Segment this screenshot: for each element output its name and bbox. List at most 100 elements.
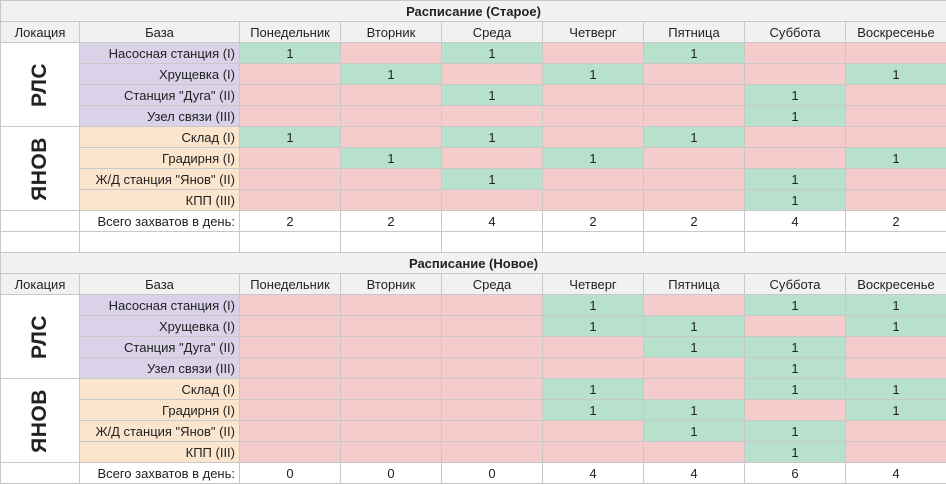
total-cell[interactable]: 2	[239, 210, 341, 232]
header-day[interactable]: Пятница	[643, 21, 745, 43]
header-day[interactable]: Суббота	[744, 21, 846, 43]
schedule-cell[interactable]	[744, 315, 846, 337]
header-base[interactable]: База	[79, 21, 240, 43]
schedule-cell[interactable]	[340, 42, 442, 64]
schedule-title[interactable]: Расписание (Старое)	[0, 0, 946, 22]
schedule-cell[interactable]	[441, 420, 543, 442]
empty-cell[interactable]	[340, 231, 442, 253]
schedule-cell[interactable]: 1	[845, 315, 946, 337]
base-name-cell[interactable]: Хрущевка (I)	[79, 315, 240, 337]
schedule-cell[interactable]	[239, 315, 341, 337]
schedule-cell[interactable]	[844, 189, 946, 211]
total-cell[interactable]: 0	[340, 462, 442, 484]
empty-cell[interactable]	[643, 231, 745, 253]
schedule-cell[interactable]	[542, 105, 644, 127]
schedule-cell[interactable]: 1	[441, 126, 543, 148]
header-day[interactable]: Среда	[441, 273, 543, 295]
schedule-cell[interactable]	[542, 441, 644, 463]
schedule-cell[interactable]	[239, 294, 341, 316]
total-cell[interactable]: 0	[441, 462, 543, 484]
schedule-cell[interactable]	[239, 399, 341, 421]
schedule-cell[interactable]: 1	[744, 189, 846, 211]
base-name-cell[interactable]: Градирня (I)	[79, 147, 240, 169]
schedule-cell[interactable]	[844, 168, 946, 190]
header-day[interactable]: Четверг	[542, 273, 644, 295]
schedule-cell[interactable]	[542, 42, 644, 64]
schedule-cell[interactable]	[340, 399, 442, 421]
base-name-cell[interactable]: Градирня (I)	[79, 399, 240, 421]
schedule-cell[interactable]	[643, 168, 745, 190]
schedule-cell[interactable]: 1	[643, 336, 745, 358]
schedule-cell[interactable]: 1	[542, 147, 644, 169]
total-cell[interactable]: 4	[744, 210, 846, 232]
schedule-cell[interactable]: 1	[845, 378, 946, 400]
schedule-cell[interactable]: 1	[845, 399, 946, 421]
schedule-cell[interactable]	[340, 126, 442, 148]
schedule-cell[interactable]	[542, 126, 644, 148]
header-day[interactable]: Понедельник	[239, 21, 341, 43]
base-name-cell[interactable]: Узел связи (III)	[79, 105, 240, 127]
schedule-title[interactable]: Расписание (Новое)	[0, 252, 946, 274]
schedule-cell[interactable]	[239, 105, 341, 127]
schedule-cell[interactable]	[239, 189, 341, 211]
schedule-cell[interactable]: 1	[744, 84, 846, 106]
empty-cell[interactable]	[744, 231, 846, 253]
schedule-cell[interactable]	[239, 336, 341, 358]
schedule-cell[interactable]	[239, 378, 341, 400]
schedule-cell[interactable]	[844, 126, 946, 148]
schedule-cell[interactable]: 1	[744, 441, 846, 463]
schedule-cell[interactable]	[340, 378, 442, 400]
schedule-cell[interactable]	[643, 84, 745, 106]
schedule-cell[interactable]: 1	[744, 378, 846, 400]
empty-cell[interactable]	[0, 210, 80, 232]
schedule-cell[interactable]: 1	[340, 63, 442, 85]
total-cell[interactable]: 2	[643, 210, 745, 232]
schedule-cell[interactable]	[744, 42, 846, 64]
total-cell[interactable]: 6	[744, 462, 846, 484]
schedule-cell[interactable]: 1	[643, 420, 745, 442]
schedule-cell[interactable]	[643, 441, 745, 463]
schedule-cell[interactable]	[441, 441, 543, 463]
schedule-cell[interactable]	[239, 63, 341, 85]
schedule-cell[interactable]: 1	[845, 294, 946, 316]
schedule-cell[interactable]: 1	[744, 105, 846, 127]
schedule-cell[interactable]: 1	[744, 336, 846, 358]
schedule-cell[interactable]: 1	[441, 168, 543, 190]
location-cell[interactable]: РЛС	[0, 294, 80, 379]
empty-cell[interactable]	[845, 231, 946, 253]
empty-cell[interactable]	[0, 462, 80, 484]
total-cell[interactable]: 2	[542, 210, 644, 232]
schedule-cell[interactable]	[340, 189, 442, 211]
header-day[interactable]: Среда	[441, 21, 543, 43]
schedule-cell[interactable]	[340, 420, 442, 442]
base-name-cell[interactable]: Склад (I)	[79, 126, 240, 148]
base-name-cell[interactable]: Насосная станция (I)	[79, 42, 240, 64]
schedule-cell[interactable]: 1	[744, 294, 846, 316]
schedule-cell[interactable]: 1	[542, 294, 644, 316]
total-cell[interactable]: 0	[239, 462, 341, 484]
schedule-cell[interactable]: 1	[643, 42, 745, 64]
schedule-cell[interactable]	[542, 336, 644, 358]
schedule-cell[interactable]	[340, 84, 442, 106]
empty-cell[interactable]	[542, 231, 644, 253]
header-location[interactable]: Локация	[0, 21, 80, 43]
schedule-cell[interactable]	[340, 441, 442, 463]
schedule-cell[interactable]	[744, 399, 846, 421]
schedule-cell[interactable]	[340, 315, 442, 337]
total-cell[interactable]: 4	[441, 210, 543, 232]
base-name-cell[interactable]: Насосная станция (I)	[79, 294, 240, 316]
header-location[interactable]: Локация	[0, 273, 80, 295]
schedule-cell[interactable]: 1	[340, 147, 442, 169]
totals-label[interactable]: Всего захватов в день:	[79, 210, 240, 232]
header-day[interactable]: Четверг	[542, 21, 644, 43]
schedule-cell[interactable]	[844, 105, 946, 127]
schedule-cell[interactable]: 1	[643, 126, 745, 148]
schedule-cell[interactable]	[239, 84, 341, 106]
location-cell[interactable]: РЛС	[0, 42, 80, 127]
header-base[interactable]: База	[79, 273, 240, 295]
header-day[interactable]: Понедельник	[239, 273, 341, 295]
schedule-cell[interactable]	[340, 336, 442, 358]
schedule-cell[interactable]: 1	[744, 168, 846, 190]
schedule-cell[interactable]: 1	[643, 399, 745, 421]
schedule-cell[interactable]	[441, 294, 543, 316]
